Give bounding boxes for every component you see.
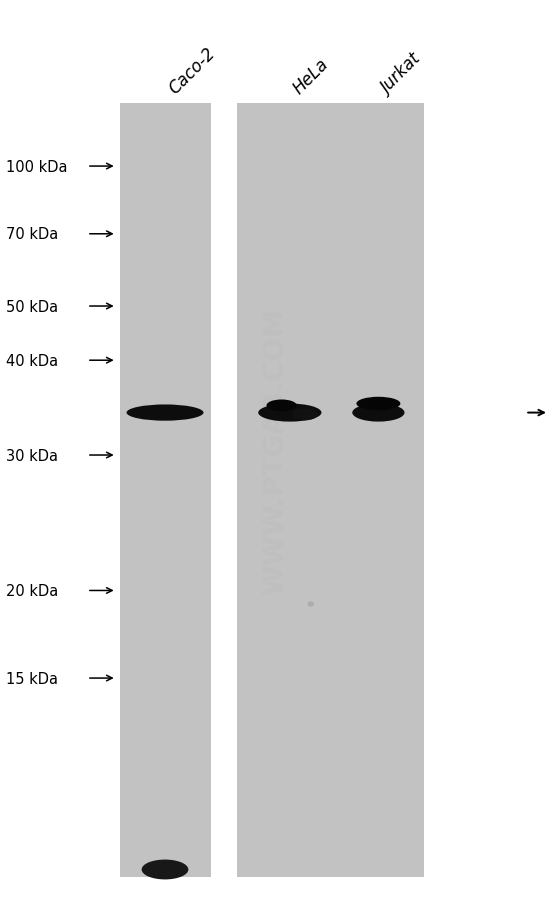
Ellipse shape [142,860,188,879]
Text: HeLa: HeLa [290,55,332,97]
Bar [120,104,211,877]
Text: 30 kDa: 30 kDa [6,448,58,463]
Ellipse shape [352,404,404,422]
Bar [236,104,424,877]
Text: WWW.PTGAB.COM: WWW.PTGAB.COM [261,308,289,594]
Text: 15 kDa: 15 kDa [6,671,58,686]
Ellipse shape [126,405,204,421]
Text: 20 kDa: 20 kDa [6,584,58,598]
Ellipse shape [267,400,297,411]
Text: Caco-2: Caco-2 [165,44,218,97]
Text: 40 kDa: 40 kDa [6,354,58,368]
Ellipse shape [356,397,400,410]
Text: 70 kDa: 70 kDa [6,227,58,242]
Ellipse shape [258,404,321,422]
Text: 100 kDa: 100 kDa [6,160,67,174]
Text: Jurkat: Jurkat [378,51,426,97]
Ellipse shape [293,409,318,420]
Ellipse shape [307,602,314,607]
Text: 50 kDa: 50 kDa [6,299,58,314]
